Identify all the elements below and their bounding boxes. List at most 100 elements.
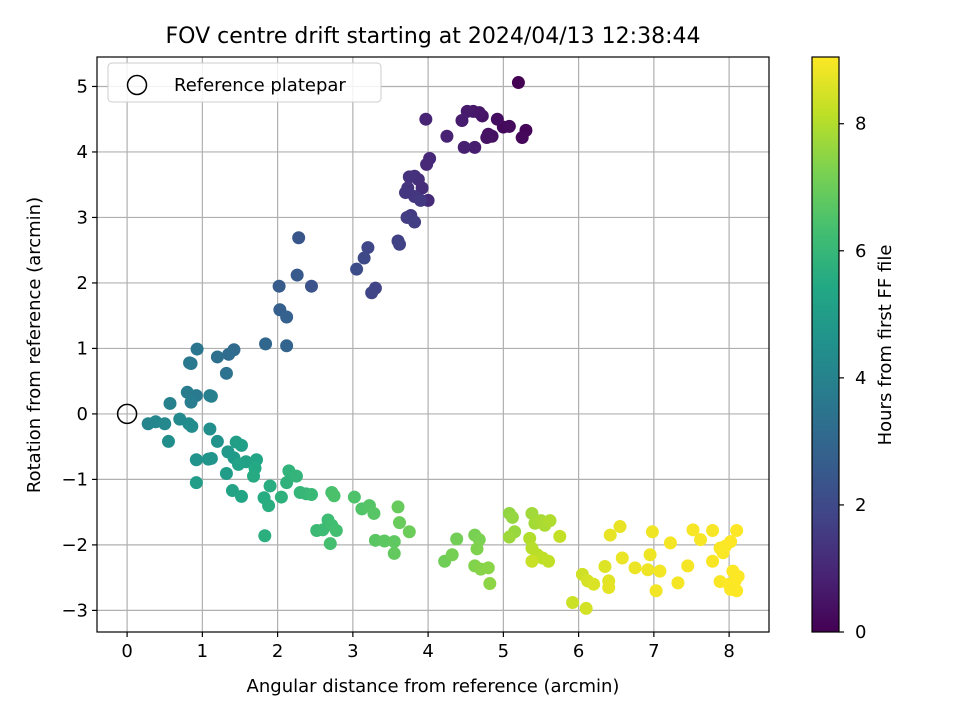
data-point — [350, 262, 364, 276]
data-point — [204, 451, 218, 465]
colorbar-ticks: 0 2 4 6 8 — [839, 114, 866, 643]
data-point — [445, 548, 459, 562]
data-point — [731, 569, 745, 583]
data-point — [259, 337, 273, 351]
data-point — [613, 520, 627, 534]
data-point — [566, 596, 580, 610]
data-point — [234, 489, 248, 503]
data-point — [542, 554, 556, 568]
legend-box — [107, 62, 382, 103]
data-point — [490, 112, 504, 126]
data-point — [361, 241, 375, 255]
data-point — [603, 528, 617, 542]
data-point — [681, 559, 695, 573]
data-point — [598, 560, 612, 574]
legend-marker-icon — [126, 74, 148, 96]
data-point — [189, 476, 203, 490]
data-point — [280, 339, 294, 353]
data-point — [329, 523, 343, 537]
data-point — [408, 215, 422, 229]
data-point — [184, 395, 198, 409]
data-point — [480, 131, 494, 145]
data-point — [204, 389, 218, 403]
x-axis-ticks: 0 1 2 3 4 5 6 7 8 — [121, 632, 735, 662]
x-tick-label: 0 — [121, 641, 132, 662]
data-point — [292, 231, 306, 245]
data-point — [190, 342, 204, 356]
data-point — [158, 417, 172, 431]
data-point — [543, 514, 557, 528]
data-point — [365, 286, 379, 300]
data-point — [724, 535, 738, 549]
y-tick-label: 4 — [77, 142, 88, 163]
data-point — [440, 129, 454, 143]
plot-border — [96, 56, 770, 633]
data-point — [323, 537, 337, 551]
data-point — [210, 434, 224, 448]
data-point — [203, 422, 217, 436]
data-point — [511, 76, 525, 90]
data-point — [450, 532, 464, 546]
data-point — [419, 112, 433, 126]
data-point — [671, 576, 685, 590]
data-point — [730, 523, 744, 537]
plot-area: 0 1 2 3 4 5 6 7 8 −3 −2 −1 0 1 2 3 4 5 — [61, 56, 770, 662]
data-point — [706, 523, 720, 537]
data-point — [523, 531, 537, 545]
y-tick-label: 2 — [77, 273, 88, 294]
data-point — [367, 506, 381, 520]
data-points — [141, 76, 745, 615]
data-point — [515, 131, 529, 145]
data-point — [258, 529, 272, 543]
data-point — [185, 419, 199, 433]
y-tick-label: −2 — [61, 535, 88, 556]
data-point — [304, 487, 318, 501]
data-point — [483, 577, 497, 591]
data-point — [505, 510, 519, 524]
data-point — [263, 479, 277, 493]
colorbar-tick-label: 2 — [855, 495, 866, 516]
data-point — [525, 554, 539, 568]
data-point — [686, 523, 700, 537]
grid-lines — [97, 57, 769, 632]
data-point — [231, 457, 245, 471]
data-point — [163, 396, 177, 410]
data-point — [161, 434, 175, 448]
data-point — [641, 563, 655, 577]
data-point — [502, 530, 516, 544]
data-point — [615, 551, 629, 565]
data-point — [402, 170, 416, 184]
data-point — [649, 584, 663, 598]
data-point — [502, 119, 516, 133]
y-axis-ticks: −3 −2 −1 0 1 2 3 4 5 — [61, 76, 97, 621]
data-point — [222, 347, 236, 361]
data-point — [347, 490, 361, 504]
y-axis-label: Rotation from reference (arcmin) — [24, 197, 45, 493]
y-tick-label: 3 — [77, 207, 88, 228]
data-point — [184, 356, 198, 370]
x-tick-label: 6 — [573, 641, 584, 662]
colorbar-tick-label: 4 — [855, 368, 866, 389]
colorbar: 0 2 4 6 8 Hours from first FF file — [811, 56, 896, 643]
data-point — [645, 525, 659, 539]
data-point — [706, 554, 720, 568]
data-point — [393, 237, 407, 251]
x-tick-label: 2 — [272, 641, 283, 662]
legend: Reference platepar — [107, 62, 382, 103]
x-axis-label: Angular distance from reference (arcmin) — [247, 676, 620, 697]
data-point — [402, 525, 416, 539]
x-tick-label: 7 — [648, 641, 659, 662]
colorbar-gradient — [811, 56, 840, 633]
data-point — [289, 469, 303, 483]
data-point — [643, 548, 657, 562]
data-point — [393, 516, 407, 530]
data-point — [304, 279, 318, 293]
x-tick-label: 8 — [723, 641, 734, 662]
data-point — [327, 489, 341, 503]
data-point — [210, 350, 224, 364]
colorbar-tick-label: 0 — [855, 622, 866, 643]
data-point — [189, 453, 203, 467]
data-point — [420, 157, 434, 171]
data-point — [730, 584, 744, 598]
